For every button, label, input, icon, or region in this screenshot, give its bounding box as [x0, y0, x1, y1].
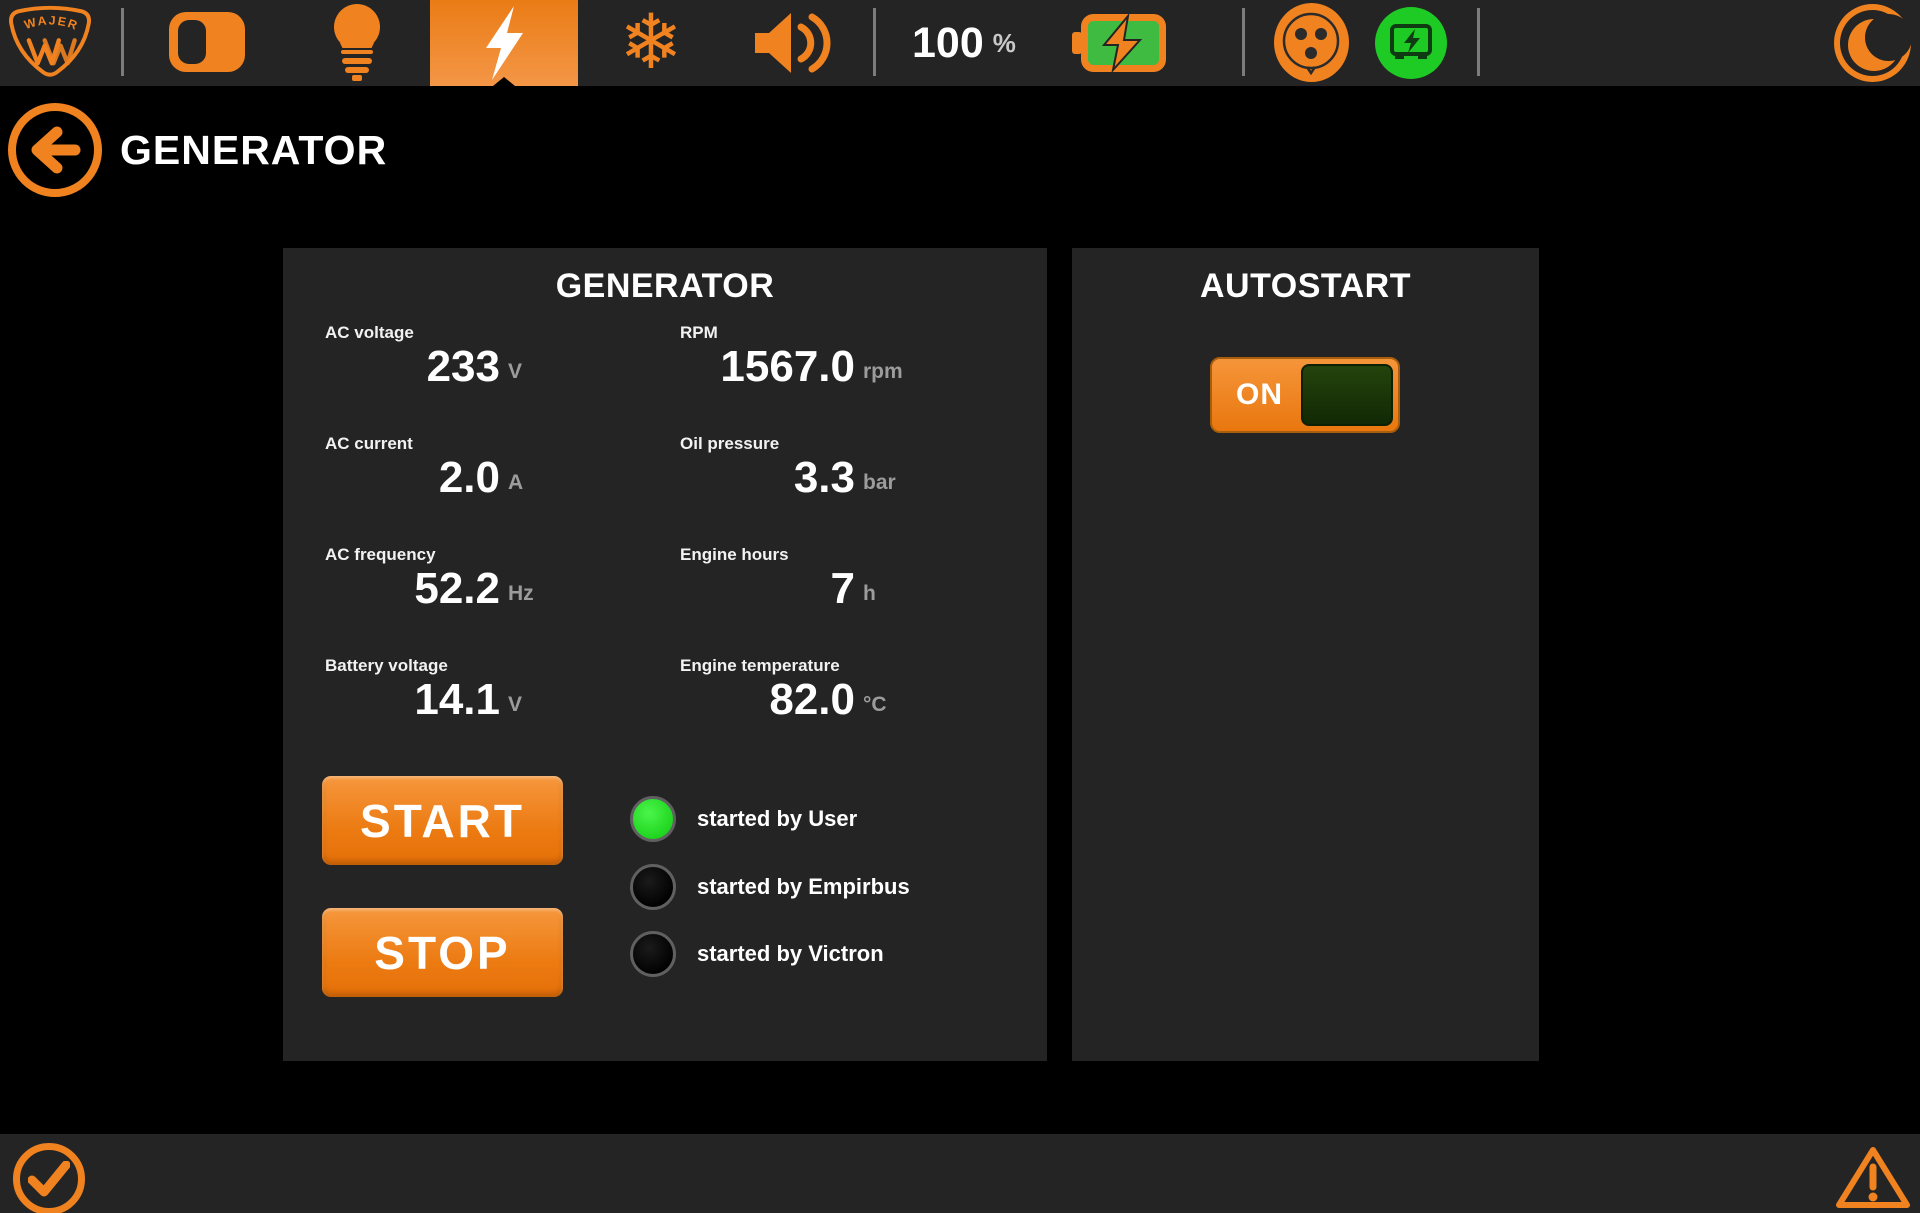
topbar-divider — [121, 8, 124, 76]
left-arrow-icon — [31, 126, 81, 174]
svg-text:WAJER: WAJER — [23, 13, 81, 33]
confirm-button[interactable] — [13, 1143, 85, 1213]
battery-percent-value: 100 — [912, 18, 984, 67]
lightbulb-icon[interactable] — [327, 3, 387, 83]
off-status-light — [630, 931, 676, 977]
indicator-started-by-victron: started by Victron — [630, 931, 884, 977]
back-button[interactable] — [8, 103, 102, 197]
power-toggle-icon[interactable] — [169, 12, 245, 72]
topbar-divider — [1477, 8, 1480, 76]
generator-panel-title: GENERATOR — [555, 267, 775, 305]
tab-electrical-active[interactable] — [430, 0, 578, 86]
topbar-divider — [1242, 8, 1245, 76]
generator-status-icon — [1375, 7, 1447, 79]
tab-notch — [493, 77, 515, 86]
shore-power-icon — [1274, 3, 1349, 82]
bottom-bar — [0, 1134, 1920, 1213]
wajer-logo-icon: WAJER — [6, 5, 94, 81]
green-status-light — [630, 796, 676, 842]
indicator-started-by-empirbus: started by Empirbus — [630, 864, 910, 910]
toggle-knob-shape — [178, 20, 206, 64]
checkmark-icon — [28, 1161, 70, 1197]
autostart-panel: AUTOSTART ON — [1072, 248, 1539, 1061]
metric-engine-hours: Engine hours 7 h — [680, 545, 876, 613]
battery-charging-icon — [1072, 13, 1167, 73]
speaker-icon[interactable] — [753, 11, 833, 75]
metric-rpm: RPM 1567.0 rpm — [680, 323, 903, 391]
toggle-knob — [1301, 364, 1393, 426]
stop-button[interactable]: STOP — [322, 908, 563, 997]
autostart-toggle[interactable]: ON — [1210, 357, 1400, 433]
metric-ac-frequency: AC frequency 52.2 Hz — [325, 545, 534, 613]
metric-engine-temperature: Engine temperature 82.0 °C — [680, 656, 887, 724]
snowflake-icon[interactable]: ❄ — [619, 0, 683, 85]
off-status-light — [630, 864, 676, 910]
lightning-icon — [486, 6, 523, 80]
indicator-started-by-user: started by User — [630, 796, 857, 842]
metric-ac-current: AC current 2.0 A — [325, 434, 524, 502]
topbar-divider — [873, 8, 876, 76]
battery-percent-unit: % — [992, 27, 1016, 58]
start-button[interactable]: START — [322, 776, 563, 865]
generator-panel: GENERATOR AC voltage 233 V RPM 1567.0 rp… — [283, 248, 1047, 1061]
metric-oil-pressure: Oil pressure 3.3 bar — [680, 434, 896, 502]
toggle-on-label: ON — [1236, 378, 1283, 411]
moon-icon[interactable] — [1834, 4, 1912, 82]
metric-battery-voltage: Battery voltage 14.1 V — [325, 656, 523, 724]
metric-ac-voltage: AC voltage 233 V — [325, 323, 523, 391]
autostart-panel-title: AUTOSTART — [1199, 267, 1411, 305]
alerts-button[interactable] — [1835, 1146, 1911, 1210]
top-bar: WAJER ❄ — [0, 0, 1920, 86]
page-title: GENERATOR — [120, 127, 388, 173]
battery-percentage: 100 % — [912, 0, 1016, 86]
warning-triangle-icon — [1836, 1147, 1910, 1208]
